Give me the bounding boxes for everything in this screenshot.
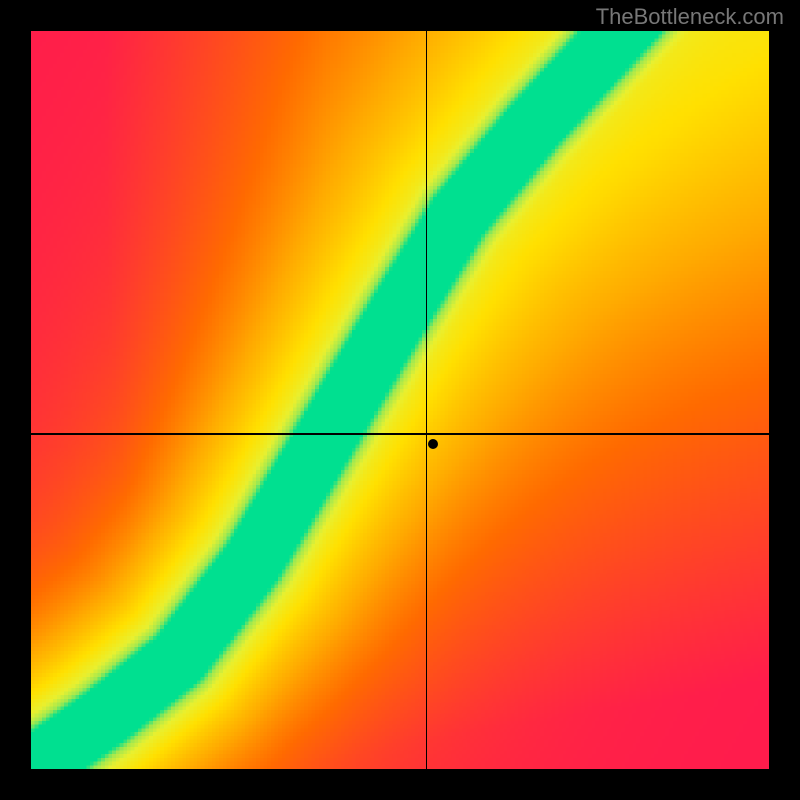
crosshair-horizontal — [31, 433, 769, 435]
watermark-text: TheBottleneck.com — [596, 4, 784, 30]
marker-point — [428, 439, 438, 449]
heatmap-canvas — [31, 31, 769, 769]
crosshair-vertical — [426, 31, 428, 769]
